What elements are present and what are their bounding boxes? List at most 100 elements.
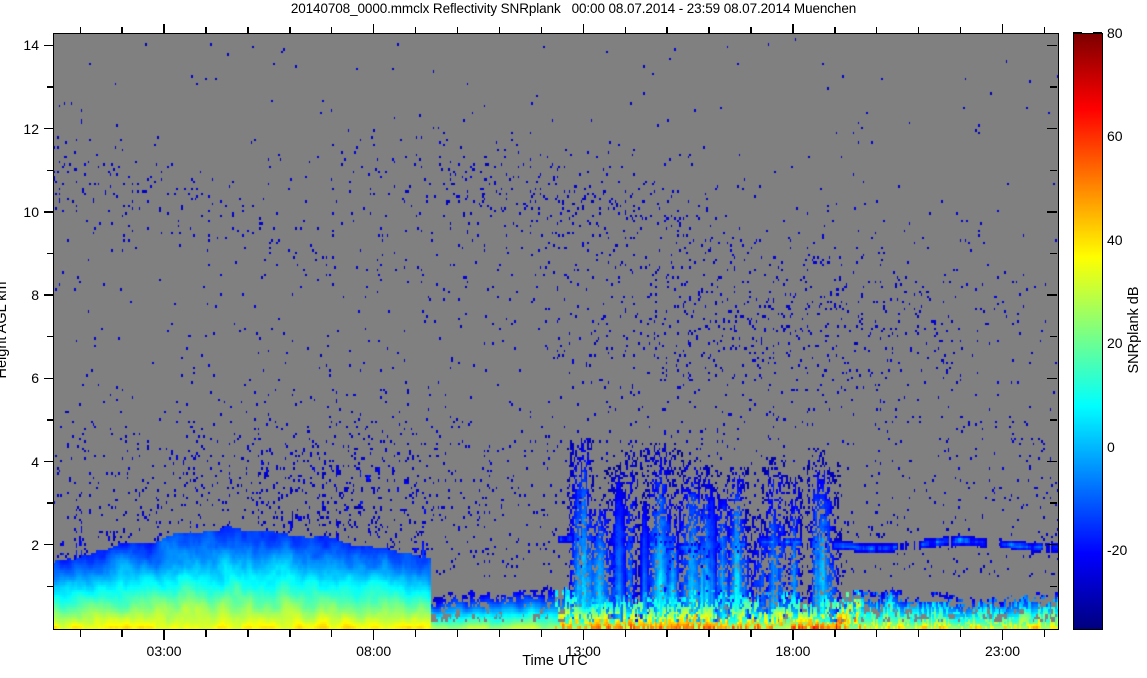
y-tick-minor bbox=[47, 86, 54, 88]
colorbar-title: SNRplank dB bbox=[1126, 286, 1142, 374]
y-tick-minor-right bbox=[1050, 86, 1057, 88]
x-tick-minor-top bbox=[624, 27, 626, 34]
y-tick-major-right bbox=[1047, 294, 1057, 296]
figure-title: 20140708_0000.mmclx Reflectivity SNRplan… bbox=[290, 1, 857, 16]
x-tick-label: 13:00 bbox=[565, 643, 601, 659]
x-tick-minor bbox=[289, 630, 291, 637]
x-tick-minor-top bbox=[834, 27, 836, 34]
x-tick-minor bbox=[959, 630, 962, 637]
x-tick-major bbox=[372, 630, 375, 640]
y-tick-minor bbox=[47, 502, 54, 504]
y-tick-major bbox=[44, 377, 54, 380]
y-tick-major-right bbox=[1047, 44, 1057, 47]
reflectivity-heatmap bbox=[54, 34, 1058, 629]
y-tick-minor bbox=[47, 419, 54, 421]
y-axis-title: Height AGL km bbox=[0, 281, 10, 379]
x-tick-minor-top bbox=[456, 27, 459, 34]
x-tick-minor bbox=[666, 630, 668, 637]
y-tick-major-right bbox=[1047, 211, 1057, 213]
colorbar-tick-label: 40 bbox=[1107, 231, 1123, 248]
x-tick-minor bbox=[414, 630, 417, 637]
x-tick-major-top bbox=[163, 24, 165, 34]
x-tick-major-top bbox=[372, 24, 375, 34]
x-tick-label: 08:00 bbox=[356, 643, 392, 659]
x-tick-minor-top bbox=[79, 27, 81, 34]
plot-area bbox=[53, 33, 1059, 630]
x-tick-label: 03:00 bbox=[146, 643, 182, 659]
colorbar-tick-label: -20 bbox=[1107, 542, 1128, 559]
colorbar-tick bbox=[1093, 32, 1102, 34]
y-tick-label: 2 bbox=[31, 536, 39, 553]
x-tick-minor-top bbox=[876, 27, 878, 34]
x-tick-minor bbox=[456, 630, 459, 637]
y-tick-minor-right bbox=[1050, 502, 1057, 504]
x-tick-minor-top bbox=[1043, 27, 1046, 34]
x-tick-minor-top bbox=[289, 27, 291, 34]
x-tick-minor bbox=[708, 630, 710, 637]
x-tick-major bbox=[792, 630, 794, 640]
y-tick-major-right bbox=[1047, 460, 1057, 463]
x-tick-major-top bbox=[582, 24, 584, 34]
x-tick-minor bbox=[205, 630, 207, 637]
y-tick-major bbox=[44, 544, 54, 546]
x-tick-minor-top bbox=[121, 27, 123, 34]
x-axis-title: Time UTC bbox=[522, 653, 588, 669]
x-tick-minor bbox=[247, 630, 249, 637]
y-tick-minor-right bbox=[1050, 419, 1057, 421]
y-tick-label: 14 bbox=[23, 37, 39, 54]
y-tick-major-right bbox=[1047, 127, 1057, 130]
y-tick-label: 6 bbox=[31, 370, 39, 387]
x-tick-minor bbox=[834, 630, 836, 637]
x-tick-label: 18:00 bbox=[775, 643, 811, 659]
colorbar-tick-left bbox=[1073, 32, 1082, 34]
y-tick-minor-right bbox=[1050, 336, 1057, 338]
y-tick-major bbox=[44, 211, 54, 213]
y-tick-major bbox=[44, 44, 54, 47]
x-tick-minor bbox=[331, 630, 333, 637]
y-tick-major bbox=[44, 460, 54, 463]
colorbar-tick-label: 20 bbox=[1107, 335, 1123, 352]
x-tick-minor-top bbox=[750, 27, 752, 34]
x-tick-minor-top bbox=[708, 27, 710, 34]
x-tick-label: 23:00 bbox=[984, 643, 1021, 659]
x-tick-minor bbox=[79, 630, 81, 637]
y-tick-minor bbox=[47, 252, 54, 255]
x-tick-minor bbox=[750, 630, 752, 637]
y-tick-minor bbox=[47, 585, 54, 588]
y-tick-major bbox=[44, 294, 54, 296]
x-tick-minor bbox=[917, 630, 920, 637]
colorbar-tick-label: 60 bbox=[1107, 128, 1123, 145]
x-tick-minor bbox=[498, 630, 501, 637]
colorbar-tick-label: 80 bbox=[1107, 25, 1123, 41]
colorbar-gradient bbox=[1074, 34, 1102, 629]
x-tick-minor-top bbox=[205, 27, 207, 34]
y-tick-minor bbox=[47, 169, 54, 171]
x-tick-minor-top bbox=[331, 27, 333, 34]
x-tick-minor-top bbox=[247, 27, 249, 34]
x-tick-minor-top bbox=[917, 27, 920, 34]
y-tick-label: 4 bbox=[31, 453, 39, 470]
x-tick-minor-top bbox=[666, 27, 668, 34]
x-tick-minor bbox=[540, 630, 543, 637]
x-tick-major-top bbox=[1001, 24, 1004, 34]
y-tick-label: 10 bbox=[23, 203, 39, 220]
y-tick-major-right bbox=[1047, 377, 1057, 380]
colorbar bbox=[1073, 33, 1103, 630]
y-tick-minor-right bbox=[1050, 169, 1057, 171]
x-tick-major-top bbox=[792, 24, 794, 34]
x-tick-minor-top bbox=[959, 27, 962, 34]
x-tick-minor-top bbox=[414, 27, 417, 34]
y-tick-major bbox=[44, 127, 54, 130]
y-tick-minor-right bbox=[1050, 585, 1057, 588]
x-tick-major bbox=[1001, 630, 1004, 640]
y-tick-label: 8 bbox=[31, 287, 39, 304]
x-tick-major bbox=[163, 630, 165, 640]
y-tick-minor bbox=[47, 336, 54, 338]
x-tick-minor-top bbox=[498, 27, 501, 34]
y-tick-major-right bbox=[1047, 544, 1057, 546]
x-tick-major bbox=[582, 630, 584, 640]
colorbar-tick-label: 0 bbox=[1107, 438, 1115, 455]
x-tick-minor bbox=[624, 630, 626, 637]
x-tick-minor-top bbox=[540, 27, 543, 34]
